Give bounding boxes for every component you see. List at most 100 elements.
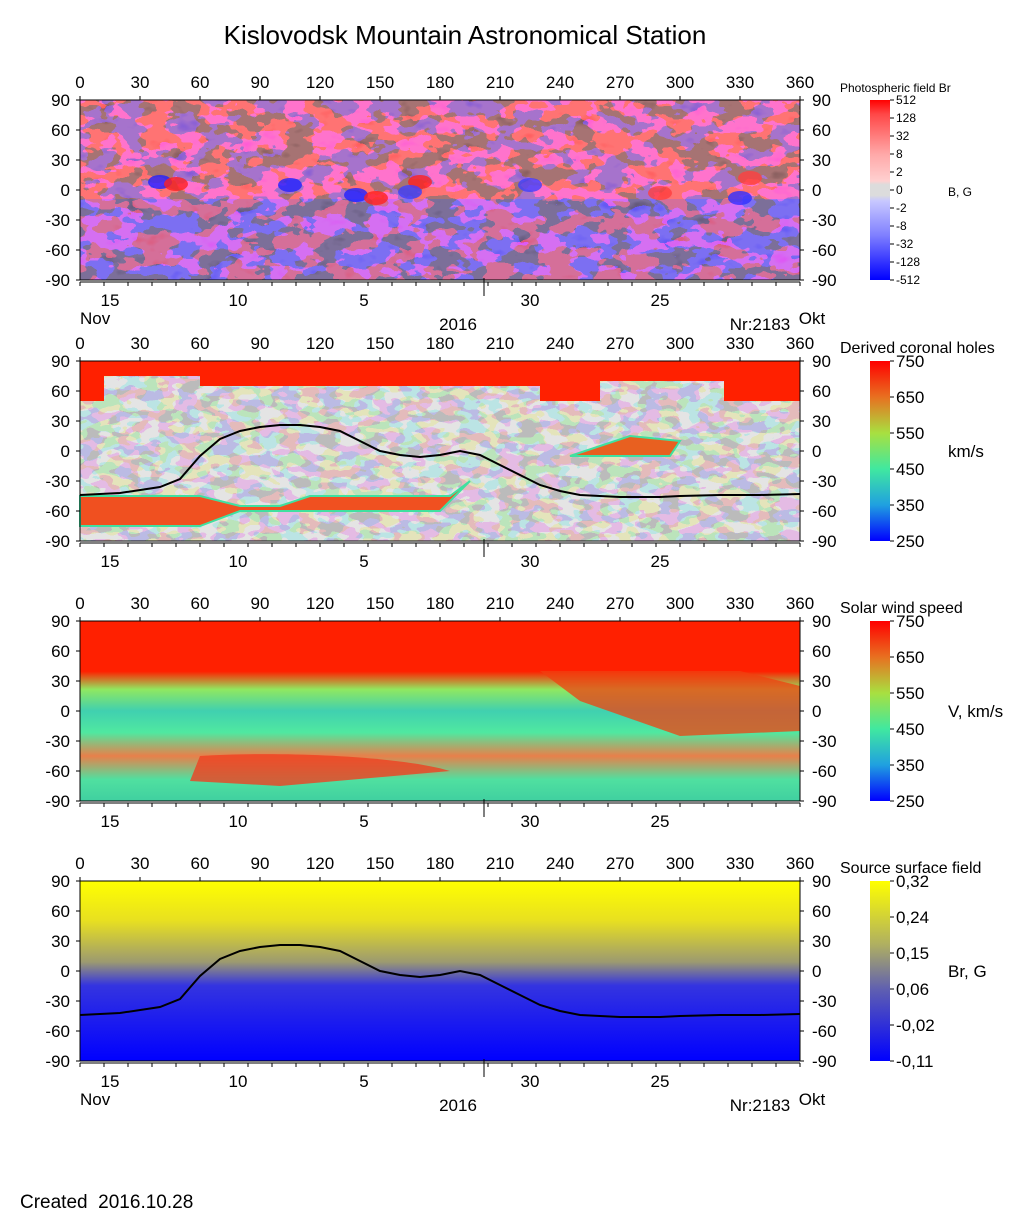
lat-tick-label-right: 60 (812, 642, 831, 661)
lat-tick-label-left: -90 (45, 532, 70, 551)
active-region (738, 171, 762, 185)
colorbar-label: -128 (896, 255, 920, 269)
date-label: 30 (521, 552, 540, 571)
lat-tick-label-left: -60 (45, 502, 70, 521)
lon-tick-label: 210 (486, 854, 514, 873)
field-mottle (80, 100, 800, 280)
lat-tick-label-right: 90 (812, 612, 831, 631)
rotation-label: Nr:2183 (730, 1096, 790, 1115)
colorbar-label: 0,24 (896, 908, 929, 927)
lat-tick-label-left: -60 (45, 762, 70, 781)
lat-tick-label-left: 60 (51, 382, 70, 401)
date-label: 5 (359, 291, 368, 310)
date-label: 15 (101, 552, 120, 571)
colorbar-label: 450 (896, 460, 924, 479)
lat-tick-label-left: -60 (45, 241, 70, 260)
lon-tick-label: 240 (546, 854, 574, 873)
active-region (398, 185, 422, 199)
lon-tick-label: 240 (546, 334, 574, 353)
colorbar-label: 2 (896, 165, 903, 179)
lat-tick-label-right: -90 (812, 271, 837, 290)
colorbar-title: Solar wind speed (840, 600, 963, 617)
lon-tick-label: 270 (606, 73, 634, 92)
lon-tick-label: 210 (486, 594, 514, 613)
lon-tick-label: 360 (786, 334, 814, 353)
neutral-line (79, 424, 801, 498)
lon-tick-label: 60 (191, 73, 210, 92)
colorbar-label: -8 (896, 219, 907, 233)
lon-tick-label: 0 (75, 594, 84, 613)
lon-tick-label: 90 (251, 854, 270, 873)
page-title: Kislovodsk Mountain Astronomical Station (223, 20, 707, 50)
lon-tick-label: 330 (726, 854, 754, 873)
colorbar-label: 0,32 (896, 872, 929, 891)
created-label: Created (20, 1192, 88, 1213)
year-label: 2016 (439, 1096, 477, 1115)
lon-tick-label: 210 (486, 334, 514, 353)
colorbar-label: 550 (896, 684, 924, 703)
colorbar-label: -0,02 (896, 1016, 935, 1035)
north-polar-hole (80, 361, 800, 401)
lat-tick-label-left: 90 (51, 91, 70, 110)
lon-tick-label: 30 (131, 73, 150, 92)
lat-tick-label-left: 0 (61, 702, 70, 721)
lat-tick-label-left: -30 (45, 472, 70, 491)
colorbar-label: 750 (896, 612, 924, 631)
date-label: 10 (229, 552, 248, 571)
lon-tick-label: 360 (786, 73, 814, 92)
lat-tick-label-right: 90 (812, 352, 831, 371)
colorbar-label: 750 (896, 352, 924, 371)
equatorial-hole (569, 434, 682, 457)
month-left-label: Nov (80, 309, 111, 328)
lon-tick-label: 360 (786, 854, 814, 873)
lat-tick-label-left: -30 (45, 211, 70, 230)
lat-tick-label-left: -90 (45, 792, 70, 811)
lat-tick-label-right: 0 (812, 702, 821, 721)
lat-tick-label-left: -90 (45, 1052, 70, 1071)
lon-tick-label: 360 (786, 594, 814, 613)
lat-tick-label-right: -90 (812, 1052, 837, 1071)
lon-tick-label: 120 (306, 594, 334, 613)
lon-tick-label: 90 (251, 73, 270, 92)
active-region (164, 177, 188, 191)
date-label: 15 (101, 1072, 120, 1091)
lat-tick-label-right: 30 (812, 412, 831, 431)
colorbar-label: 350 (896, 496, 924, 515)
lon-tick-label: 0 (75, 73, 84, 92)
lon-tick-label: 270 (606, 854, 634, 873)
lat-tick-label-left: 0 (61, 181, 70, 200)
lat-tick-label-right: -60 (812, 502, 837, 521)
colorbar (870, 100, 890, 280)
lat-tick-label-left: -30 (45, 732, 70, 751)
lat-tick-label-left: 90 (51, 872, 70, 891)
lat-tick-label-left: 30 (51, 672, 70, 691)
lon-tick-label: 90 (251, 334, 270, 353)
lon-tick-label: 120 (306, 73, 334, 92)
lat-tick-label-right: 0 (812, 181, 821, 200)
lat-tick-label-right: 0 (812, 962, 821, 981)
rotation-label: Nr:2183 (730, 315, 790, 334)
date-label: 30 (521, 1072, 540, 1091)
colorbar-label: 32 (896, 129, 910, 143)
date-label: 15 (101, 812, 120, 831)
lat-tick-label-left: 60 (51, 121, 70, 140)
colorbar-label: 650 (896, 648, 924, 667)
colorbar-label: 450 (896, 720, 924, 739)
lon-tick-label: 30 (131, 594, 150, 613)
colorbar-unit: Br, G (948, 962, 987, 981)
lon-tick-label: 180 (426, 73, 454, 92)
lat-tick-label-left: -90 (45, 271, 70, 290)
colorbar (870, 621, 890, 801)
date-label: 10 (229, 812, 248, 831)
lat-tick-label-right: -30 (812, 472, 837, 491)
neutral-line (79, 944, 801, 1018)
lat-tick-label-right: -60 (812, 241, 837, 260)
created-footer: Created 2016.10.28 (20, 1192, 193, 1214)
lon-tick-label: 60 (191, 334, 210, 353)
created-date: 2016.10.28 (98, 1192, 194, 1213)
date-label: 25 (651, 291, 670, 310)
date-label: 10 (229, 1072, 248, 1091)
